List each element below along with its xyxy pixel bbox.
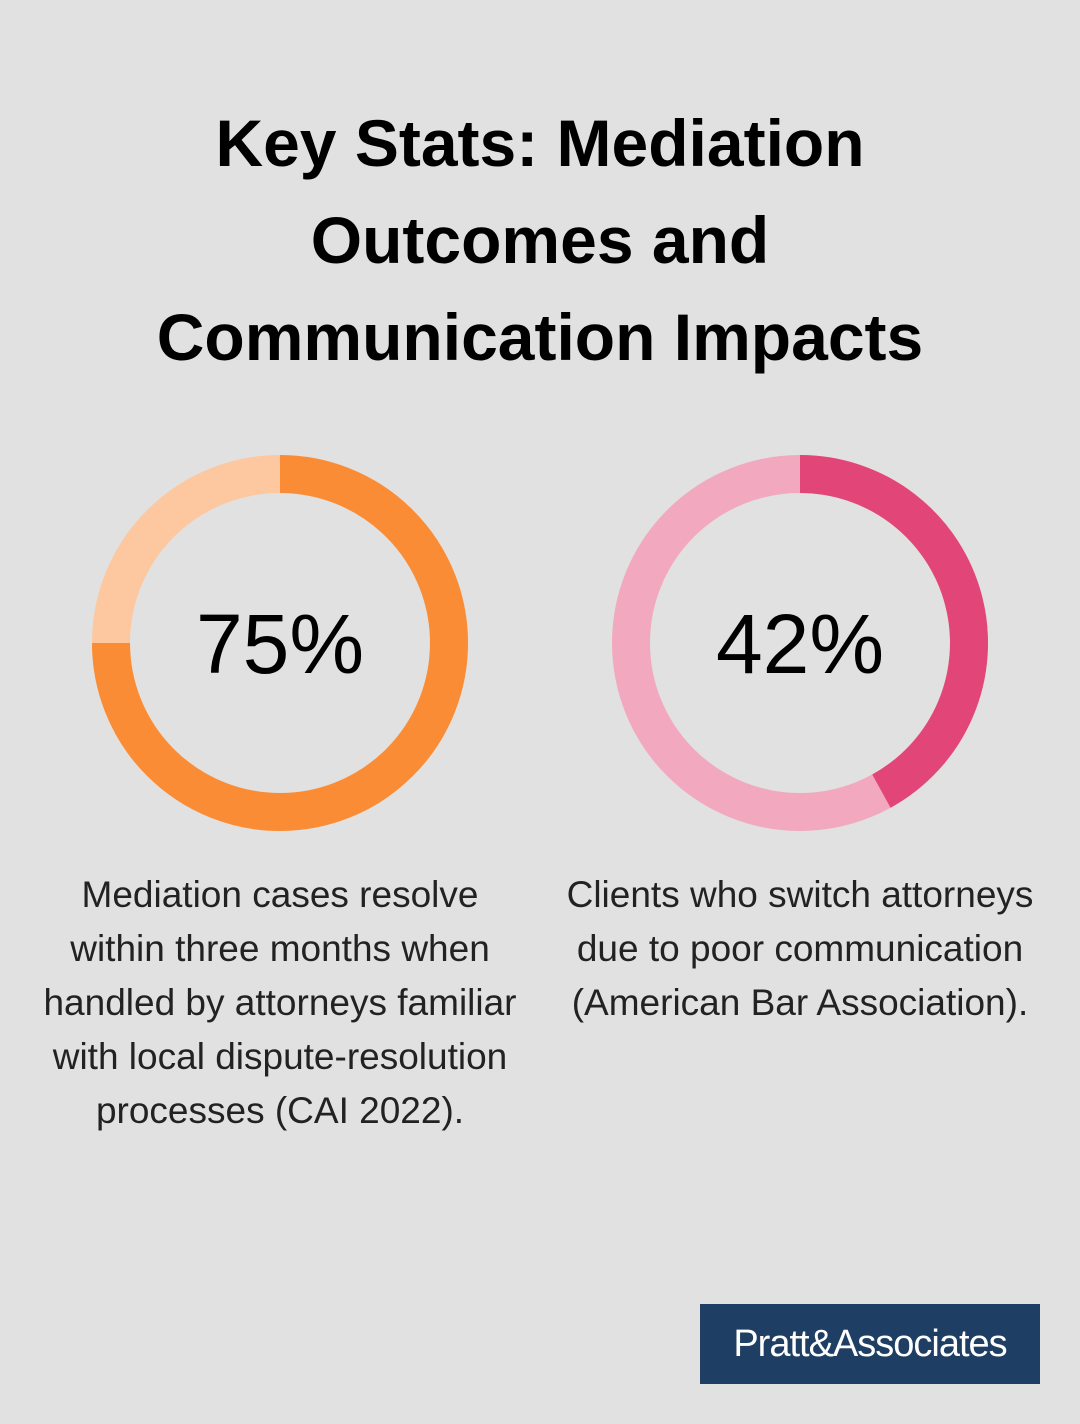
donut-arc (92, 455, 468, 831)
value-label: 75% (196, 597, 364, 691)
charts: 75% 42% (92, 455, 988, 831)
title: Key Stats: Mediation Outcomes and Commun… (156, 106, 924, 374)
logo: Pratt&Associates (700, 1304, 1040, 1384)
caption: Clients who switch attorneys due to poor… (566, 874, 1034, 1023)
value-label: 42% (716, 597, 884, 691)
donut-arc (799, 455, 988, 808)
caption: Mediation cases resolve within three mon… (43, 874, 517, 1131)
